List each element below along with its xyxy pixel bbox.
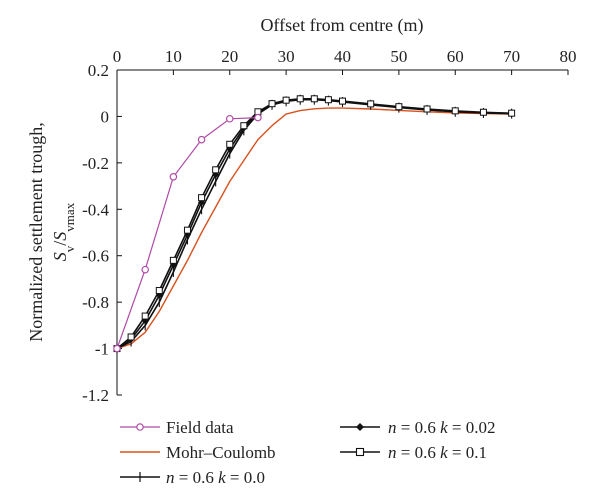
y-ticks: 0.2 0 -0.2 -0.4 -0.6 -0.8 -1 -1.2 <box>82 61 122 405</box>
y-tick-label-6: -1 <box>95 340 109 359</box>
x-tick-label-3: 30 <box>278 47 295 66</box>
legend-item-k0: n = 0.6 k = 0.0 <box>120 468 265 487</box>
series-2-line <box>116 98 512 350</box>
y-axis-title-line1: Normalized settlement trough, <box>26 122 46 341</box>
series-1-line <box>116 107 512 350</box>
x-tick-label-8: 80 <box>560 47 577 66</box>
legend-label-k01: n = 0.6 k = 0.1 <box>388 443 487 462</box>
y-tick-label-7: -1.2 <box>82 386 109 405</box>
legend-label-mohr-coulomb: Mohr–Coulomb <box>166 443 276 462</box>
y-tick-label-1: 0 <box>101 107 110 126</box>
x-tick-label-6: 60 <box>447 47 464 66</box>
x-tick-label-7: 70 <box>503 47 520 66</box>
series-4-point-16 <box>339 97 346 105</box>
series-4-point-15 <box>324 96 332 104</box>
y-axis-title: Normalized settlement trough, Sv/Svmax <box>26 122 77 341</box>
legend-marker-square <box>355 447 365 457</box>
y-tick-label-5: -0.8 <box>82 293 109 312</box>
legend-item-k01: n = 0.6 k = 0.1 <box>340 443 487 462</box>
series-1 <box>116 107 512 350</box>
x-tick-label-2: 20 <box>221 47 238 66</box>
series-group <box>113 94 516 354</box>
series-4-point-8 <box>226 140 234 148</box>
series-0-point-4 <box>225 114 234 123</box>
series-4-point-1 <box>127 333 135 341</box>
series-4-point-6 <box>198 194 206 202</box>
series-0-point-0 <box>113 344 121 353</box>
series-2 <box>116 94 513 354</box>
y-axis-title-line2: Sv/Svmax <box>50 202 77 261</box>
series-4-point-17 <box>367 100 375 108</box>
ylabel-sub-v: v <box>62 245 77 252</box>
series-0-point-5 <box>254 113 262 122</box>
series-4-point-11 <box>268 100 276 108</box>
series-0-point-2 <box>169 172 178 181</box>
x-ticks: 0 10 20 30 40 50 60 70 80 <box>113 47 577 75</box>
series-4-point-2 <box>141 312 149 320</box>
legend-marker-diamond <box>356 423 364 431</box>
y-tick-label-0: 0.2 <box>88 61 109 80</box>
series-4-point-22 <box>508 109 516 117</box>
legend-item-field-data: Field data <box>120 418 234 437</box>
series-4-point-12 <box>282 96 290 104</box>
legend-marker-circle <box>136 423 144 431</box>
series-4-point-20 <box>451 107 459 115</box>
y-tick-label-2: -0.2 <box>82 154 109 173</box>
x-tick-label-1: 10 <box>165 47 182 66</box>
ylabel-s2: S <box>50 232 70 241</box>
series-3 <box>113 95 516 353</box>
series-0-point-3 <box>197 135 206 144</box>
series-4-point-19 <box>423 105 431 113</box>
series-4-point-5 <box>183 226 191 234</box>
legend-item-mohr-coulomb: Mohr–Coulomb <box>120 443 276 462</box>
y-tick-label-3: -0.4 <box>82 200 109 219</box>
series-4 <box>113 95 516 353</box>
series-4-point-14 <box>310 95 318 103</box>
series-4-point-3 <box>155 287 163 295</box>
ylabel-slash: / <box>50 241 70 246</box>
series-4-line <box>116 98 512 350</box>
series-4-point-13 <box>296 95 304 103</box>
series-4-point-21 <box>479 108 487 116</box>
legend-label-k002: n = 0.6 k = 0.02 <box>388 418 495 437</box>
x-axis-title: Offset from centre (m) <box>260 15 423 36</box>
legend-label-k0: n = 0.6 k = 0.0 <box>166 468 265 487</box>
series-4-point-9 <box>240 122 248 130</box>
series-0 <box>113 113 262 353</box>
series-4-point-7 <box>212 166 220 174</box>
series-4-point-18 <box>395 103 403 111</box>
series-0-line <box>116 117 258 349</box>
x-tick-label-5: 50 <box>390 47 407 66</box>
legend-item-k002: n = 0.6 k = 0.02 <box>340 418 495 437</box>
ylabel-sub-vmax: vmax <box>62 202 77 231</box>
x-tick-label-4: 40 <box>334 47 351 66</box>
legend-label-field-data: Field data <box>166 418 234 437</box>
y-tick-label-4: -0.6 <box>82 247 109 266</box>
x-tick-label-0: 0 <box>113 47 122 66</box>
ylabel-s1: S <box>50 252 70 261</box>
series-4-point-4 <box>169 256 177 264</box>
series-3-line <box>116 98 512 350</box>
series-0-point-1 <box>141 265 149 274</box>
legend: Field data Mohr–Coulomb n = 0.6 k = 0.0 … <box>120 418 495 487</box>
